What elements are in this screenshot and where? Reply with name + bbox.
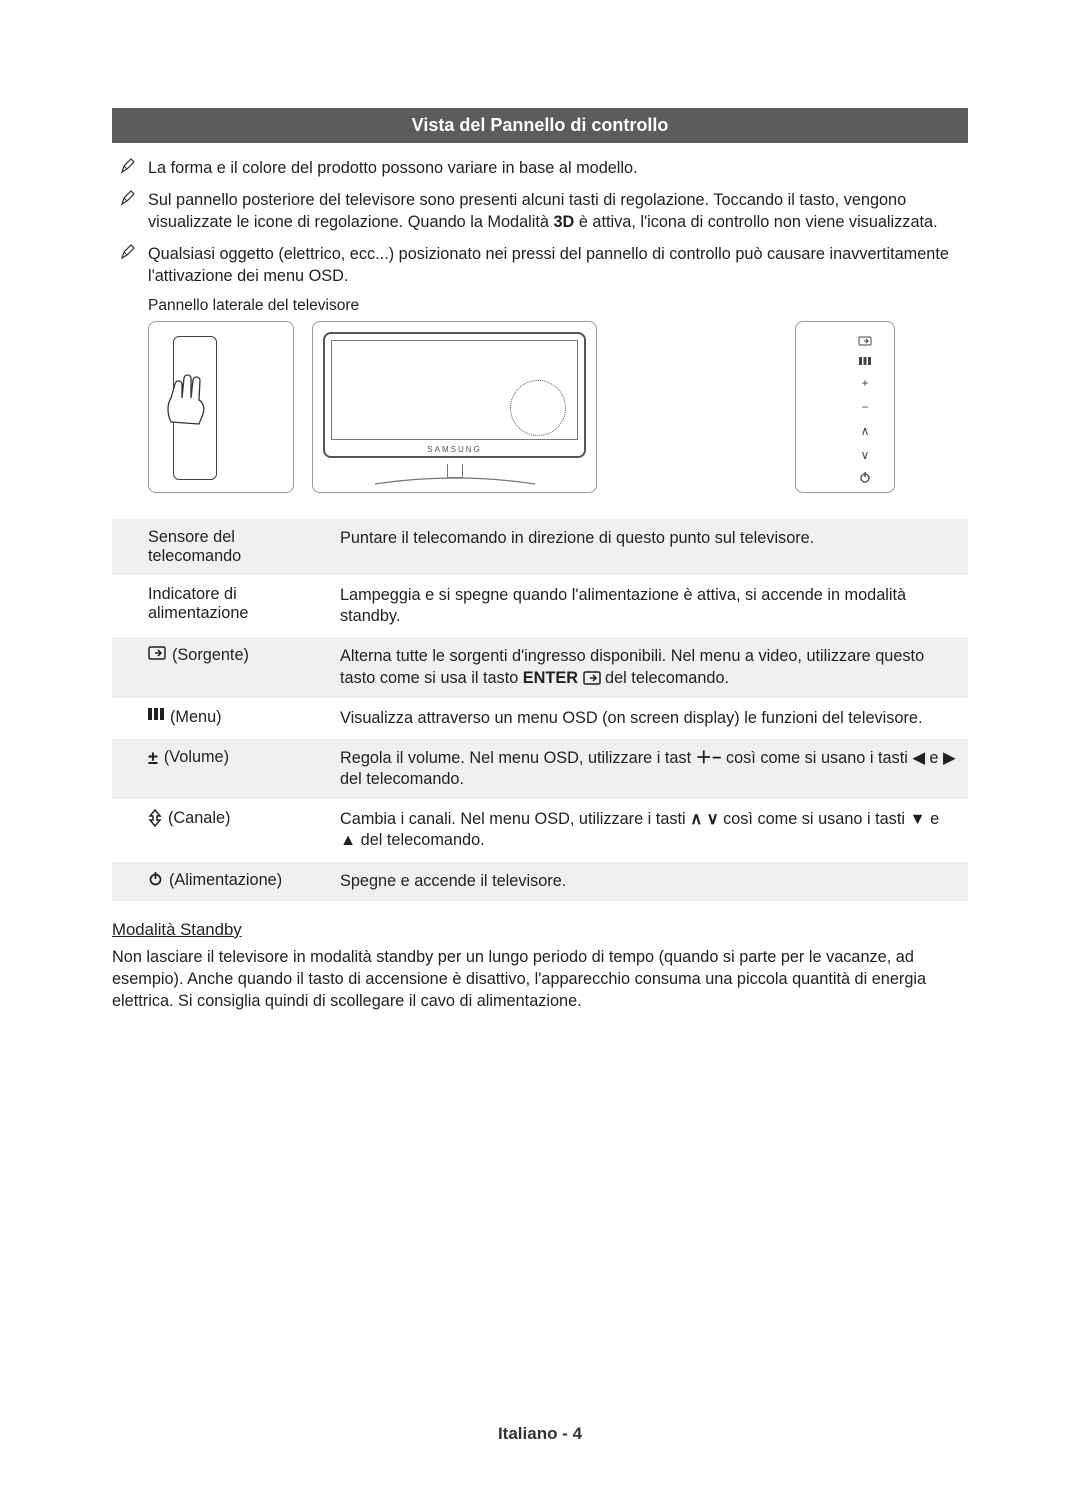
menu-icon xyxy=(148,708,164,720)
row-desc: Regola il volume. Nel menu OSD, utilizza… xyxy=(336,739,968,799)
pen-icon xyxy=(120,157,140,179)
enter-icon xyxy=(583,671,601,685)
note-item: La forma e il colore del prodotto posson… xyxy=(120,157,968,179)
minus-icon: − xyxy=(861,400,868,414)
row-label: (Sorgente) xyxy=(112,637,336,697)
pen-icon xyxy=(120,189,140,233)
power-icon xyxy=(858,472,872,482)
table-row: (Canale) Cambia i canali. Nel menu OSD, … xyxy=(112,800,968,861)
standby-heading: Modalità Standby xyxy=(112,920,968,940)
notes-list: La forma e il colore del prodotto posson… xyxy=(112,157,968,287)
row-desc: Lampeggia e si spegne quando l'alimentaz… xyxy=(336,576,968,636)
note-text: Qualsiasi oggetto (elettrico, ecc...) po… xyxy=(148,243,968,287)
table-row: (Alimentazione) Spegne e accende il tele… xyxy=(112,862,968,902)
row-label: Indicatore di alimentazione xyxy=(112,576,336,636)
row-desc: Cambia i canali. Nel menu OSD, utilizzar… xyxy=(336,800,968,860)
table-row: Indicatore di alimentazione Lampeggia e … xyxy=(112,576,968,637)
brand-label: SAMSUNG xyxy=(325,445,584,454)
pen-icon xyxy=(120,243,140,287)
illustration-row: SAMSUNG + − ∧ ∨ xyxy=(148,321,968,493)
row-label: (Alimentazione) xyxy=(112,862,336,901)
standby-text: Non lasciare il televisore in modalità s… xyxy=(112,946,968,1012)
power-icon xyxy=(148,871,163,886)
table-row: (Sorgente) Alterna tutte le sorgenti d'i… xyxy=(112,637,968,698)
source-icon xyxy=(858,336,872,346)
note-text: La forma e il colore del prodotto posson… xyxy=(148,157,638,179)
hand-icon xyxy=(165,364,209,428)
page-footer: Italiano - 4 xyxy=(0,1424,1080,1444)
button-panel-illustration: + − ∧ ∨ xyxy=(795,321,895,493)
menu-icon xyxy=(858,356,872,366)
row-desc: Spegne e accende il televisore. xyxy=(336,862,968,901)
down-icon: ∨ xyxy=(861,448,870,462)
tv-front-illustration: SAMSUNG xyxy=(312,321,597,493)
side-panel-illustration xyxy=(148,321,294,493)
updown-icon xyxy=(148,809,162,827)
note-item: Sul pannello posteriore del televisore s… xyxy=(120,189,968,233)
row-desc: Alterna tutte le sorgenti d'ingresso dis… xyxy=(336,637,968,697)
plus-icon: + xyxy=(861,376,868,390)
row-desc: Puntare il telecomando in direzione di q… xyxy=(336,519,968,575)
row-label: ± (Volume) xyxy=(112,739,336,799)
note-text: Sul pannello posteriore del televisore s… xyxy=(148,189,968,233)
up-icon: ∧ xyxy=(861,424,870,438)
source-icon xyxy=(148,646,166,660)
table-row: Sensore del telecomando Puntare il telec… xyxy=(112,519,968,576)
plusminus-icon: ± xyxy=(148,748,158,769)
sensor-circle xyxy=(510,380,566,436)
illustration-caption: Pannello laterale del televisore xyxy=(148,297,968,315)
section-header: Vista del Pannello di controllo xyxy=(112,108,968,143)
table-row: ± (Volume) Regola il volume. Nel menu OS… xyxy=(112,739,968,800)
note-item: Qualsiasi oggetto (elettrico, ecc...) po… xyxy=(120,243,968,287)
row-label: (Menu) xyxy=(112,699,336,738)
table-row: (Menu) Visualizza attraverso un menu OSD… xyxy=(112,699,968,739)
controls-table: Sensore del telecomando Puntare il telec… xyxy=(112,519,968,902)
row-label: Sensore del telecomando xyxy=(112,519,336,575)
row-desc: Visualizza attraverso un menu OSD (on sc… xyxy=(336,699,968,738)
row-label: (Canale) xyxy=(112,800,336,860)
